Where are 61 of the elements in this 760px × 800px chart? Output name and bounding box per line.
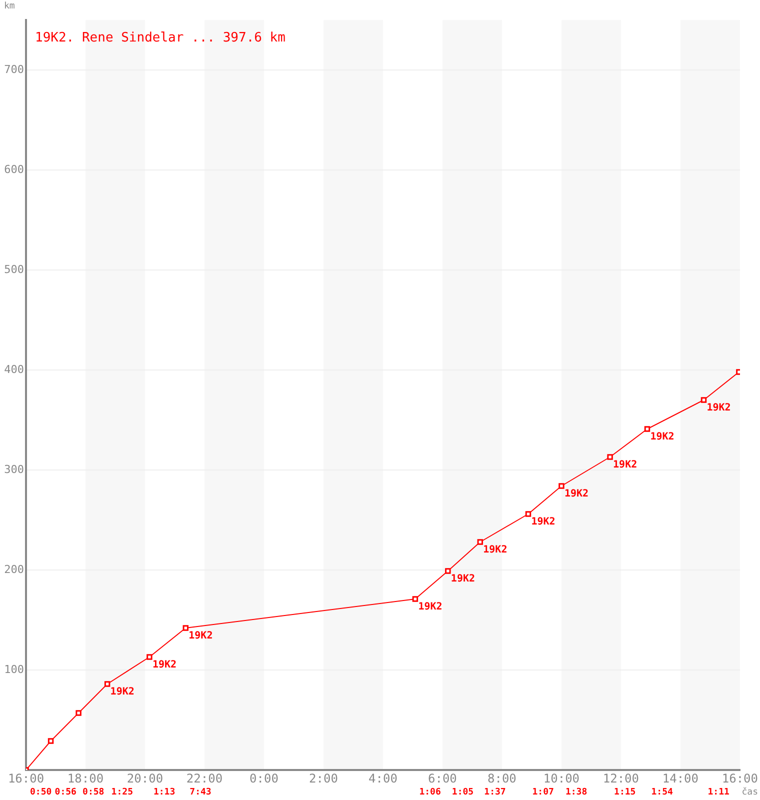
point <box>558 483 564 489</box>
annotation: 19K2 <box>418 602 442 613</box>
text: 1:54 <box>651 787 674 798</box>
x-axis-title: čas <box>742 786 758 798</box>
x-tick-label: 6:00 <box>428 771 457 786</box>
annotation: 19K2 <box>110 686 134 698</box>
point <box>146 654 152 660</box>
annotation: 19K2 <box>450 574 476 585</box>
text: 1:11 <box>708 787 730 798</box>
x-tick-label: 16:00 <box>722 771 758 786</box>
point <box>104 681 110 687</box>
text: 1:07 <box>532 787 554 798</box>
annotation: 19K2 <box>613 460 638 471</box>
point <box>48 738 54 744</box>
point <box>76 710 82 716</box>
text: 1:38 <box>565 787 588 798</box>
x-tick-label: 0:00 <box>250 771 278 786</box>
y-tick-label: 400 <box>4 362 24 376</box>
text: 1:13 <box>153 787 176 798</box>
annotation: 19K2 <box>706 402 731 414</box>
x-tick-label: 4:00 <box>368 771 398 786</box>
annotation: 19K2 <box>188 630 213 642</box>
y-axis-title: km <box>4 1 15 12</box>
text: 1:05 <box>452 787 474 798</box>
text: 0:50 <box>30 787 52 798</box>
point <box>182 625 189 631</box>
annotation: 19K2 <box>483 544 508 556</box>
annotation: 19K2 <box>531 516 556 528</box>
annotation: 19K2 <box>650 432 674 443</box>
y-tick-label: 600 <box>4 162 24 176</box>
point <box>477 539 484 545</box>
y-tick-label: 100 <box>4 662 24 676</box>
y-tick-label: 500 <box>4 262 24 276</box>
point <box>412 596 418 602</box>
point <box>445 568 451 574</box>
point <box>607 454 613 460</box>
x-tick-label: 20:00 <box>126 771 164 786</box>
x-tick-label: 22:00 <box>186 771 223 786</box>
x-tick-label: 8:00 <box>488 771 516 786</box>
x-tick-label: 12:00 <box>602 771 640 786</box>
x-tick-label: 14:00 <box>662 771 699 786</box>
text: 1:06 <box>419 787 441 798</box>
text: 1:25 <box>111 787 133 798</box>
text: 19K2. Rene Sindelar ... 397.6 km <box>35 30 286 46</box>
y-tick-label: 300 <box>4 462 24 476</box>
y-tick-label: 200 <box>4 562 24 576</box>
point <box>525 511 532 517</box>
annotation: 19K2 <box>152 660 177 671</box>
text: 0:56 <box>54 787 76 798</box>
text: 0:58 <box>82 787 104 798</box>
annotation: 19K2 <box>564 488 589 500</box>
point <box>644 426 650 432</box>
x-tick-label: 2:00 <box>309 771 338 786</box>
x-tick-label: 10:00 <box>543 771 580 786</box>
text: 1:37 <box>484 787 506 798</box>
x-tick-label: 18:00 <box>67 771 104 786</box>
x-tick-label: 16:00 <box>8 771 44 786</box>
text: 7:43 <box>190 787 212 798</box>
text: 1:15 <box>614 787 636 798</box>
y-tick-label: 700 <box>4 62 24 76</box>
point <box>700 397 707 403</box>
